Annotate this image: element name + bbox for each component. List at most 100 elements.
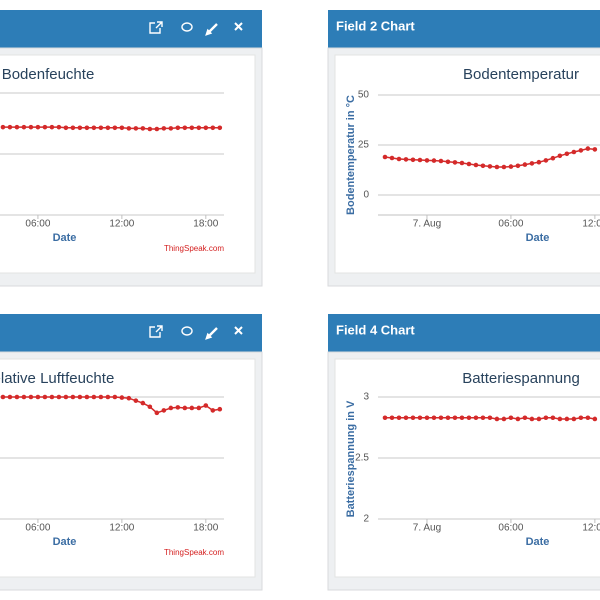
data-point xyxy=(515,416,521,422)
chart-title: Bodentemperatur xyxy=(463,66,579,83)
chart-title: Batteriespannung xyxy=(462,370,580,387)
data-point xyxy=(119,125,125,131)
y-axis-label: Batteriespannung in V xyxy=(345,400,357,517)
data-point xyxy=(410,415,416,421)
y-tick-label: 50 xyxy=(358,90,370,101)
data-point xyxy=(70,394,76,400)
credit[interactable]: ThingSpeak.com xyxy=(164,548,224,557)
data-point xyxy=(112,394,118,400)
data-point xyxy=(417,415,423,421)
open-icon[interactable] xyxy=(149,325,163,338)
data-point xyxy=(494,164,500,170)
data-point xyxy=(119,395,125,400)
data-point xyxy=(77,125,83,131)
data-point xyxy=(133,126,139,131)
close-icon[interactable] xyxy=(234,22,243,31)
panel-title: Field 4 Chart xyxy=(336,322,415,337)
data-point xyxy=(473,162,479,168)
data-point xyxy=(592,147,598,152)
data-point xyxy=(571,149,577,155)
x-tick-label: 06:00 xyxy=(498,219,523,230)
data-point xyxy=(203,403,209,408)
data-point xyxy=(445,159,451,165)
panel: Field 4 Chart Batteriespannung 2 2.5 3 7. Aug… xyxy=(327,314,600,591)
data-point xyxy=(501,416,507,422)
data-point xyxy=(168,126,174,131)
data-point xyxy=(28,394,34,400)
y-tick-label: 2 xyxy=(363,514,369,525)
data-point xyxy=(112,125,118,131)
data-point xyxy=(84,394,90,400)
close-icon[interactable] xyxy=(234,326,243,335)
edit-icon[interactable] xyxy=(205,23,218,36)
data-point xyxy=(147,126,153,132)
data-point xyxy=(480,415,486,421)
x-tick-label: 12:00 xyxy=(109,523,134,534)
data-point xyxy=(550,415,556,421)
comment-icon[interactable] xyxy=(181,326,193,336)
x-axis-label: Date xyxy=(53,536,77,548)
data-point xyxy=(508,164,514,169)
panel-header-bar xyxy=(0,314,262,352)
data-point xyxy=(410,157,416,163)
data-point xyxy=(585,146,591,151)
data-point xyxy=(424,158,430,163)
data-point xyxy=(154,126,160,132)
data-point xyxy=(445,415,451,421)
header-icons xyxy=(149,325,243,340)
x-tick-label: 12:00 xyxy=(109,219,134,230)
data-point xyxy=(557,416,563,422)
data-point xyxy=(49,394,55,400)
data-point xyxy=(403,415,409,421)
chart-area xyxy=(334,358,600,578)
x-tick-label: 06:00 xyxy=(25,523,50,534)
data-point xyxy=(182,125,188,131)
data-point xyxy=(98,394,104,400)
data-point xyxy=(217,125,223,131)
data-point xyxy=(7,124,13,130)
data-point xyxy=(35,124,41,130)
y-tick-label: 2.5 xyxy=(355,453,369,464)
data-point xyxy=(522,415,528,421)
data-point xyxy=(147,404,153,410)
chart-area xyxy=(0,54,256,274)
data-point xyxy=(203,125,209,131)
panel: Relative Luftfeuchte 06:00 12:00 18:00 Date T… xyxy=(0,314,263,591)
data-point xyxy=(175,125,181,131)
panel: Bodenfeuchte 06:00 12:00 18:00 Date ThingSpea… xyxy=(0,10,263,287)
data-point xyxy=(473,415,479,421)
data-point xyxy=(466,161,472,167)
panel-header-bar xyxy=(328,314,600,352)
data-point xyxy=(452,415,458,421)
data-point xyxy=(522,162,528,167)
data-point xyxy=(550,155,556,161)
data-point xyxy=(515,163,521,169)
data-point xyxy=(564,416,570,422)
data-point xyxy=(56,394,62,400)
data-point xyxy=(21,124,27,130)
open-icon[interactable] xyxy=(149,21,163,34)
data-point xyxy=(140,126,146,131)
edit-icon[interactable] xyxy=(205,327,218,340)
data-point xyxy=(175,405,181,410)
data-point xyxy=(0,124,6,130)
y-tick-label: 0 xyxy=(363,190,369,201)
data-point xyxy=(70,125,76,131)
data-point xyxy=(480,163,486,169)
x-axis-label: Date xyxy=(526,536,550,548)
data-point xyxy=(126,126,132,131)
data-point xyxy=(424,415,430,421)
x-tick-label: 18:00 xyxy=(193,523,218,534)
data-point xyxy=(431,158,437,163)
data-point xyxy=(578,415,584,421)
data-point xyxy=(42,124,48,130)
data-point xyxy=(494,416,500,422)
data-point xyxy=(91,394,97,400)
data-point xyxy=(63,125,69,131)
data-point xyxy=(529,416,535,422)
x-tick-label: 18:00 xyxy=(193,219,218,230)
data-point xyxy=(543,158,549,163)
credit[interactable]: ThingSpeak.com xyxy=(164,244,224,253)
comment-icon[interactable] xyxy=(181,22,193,32)
